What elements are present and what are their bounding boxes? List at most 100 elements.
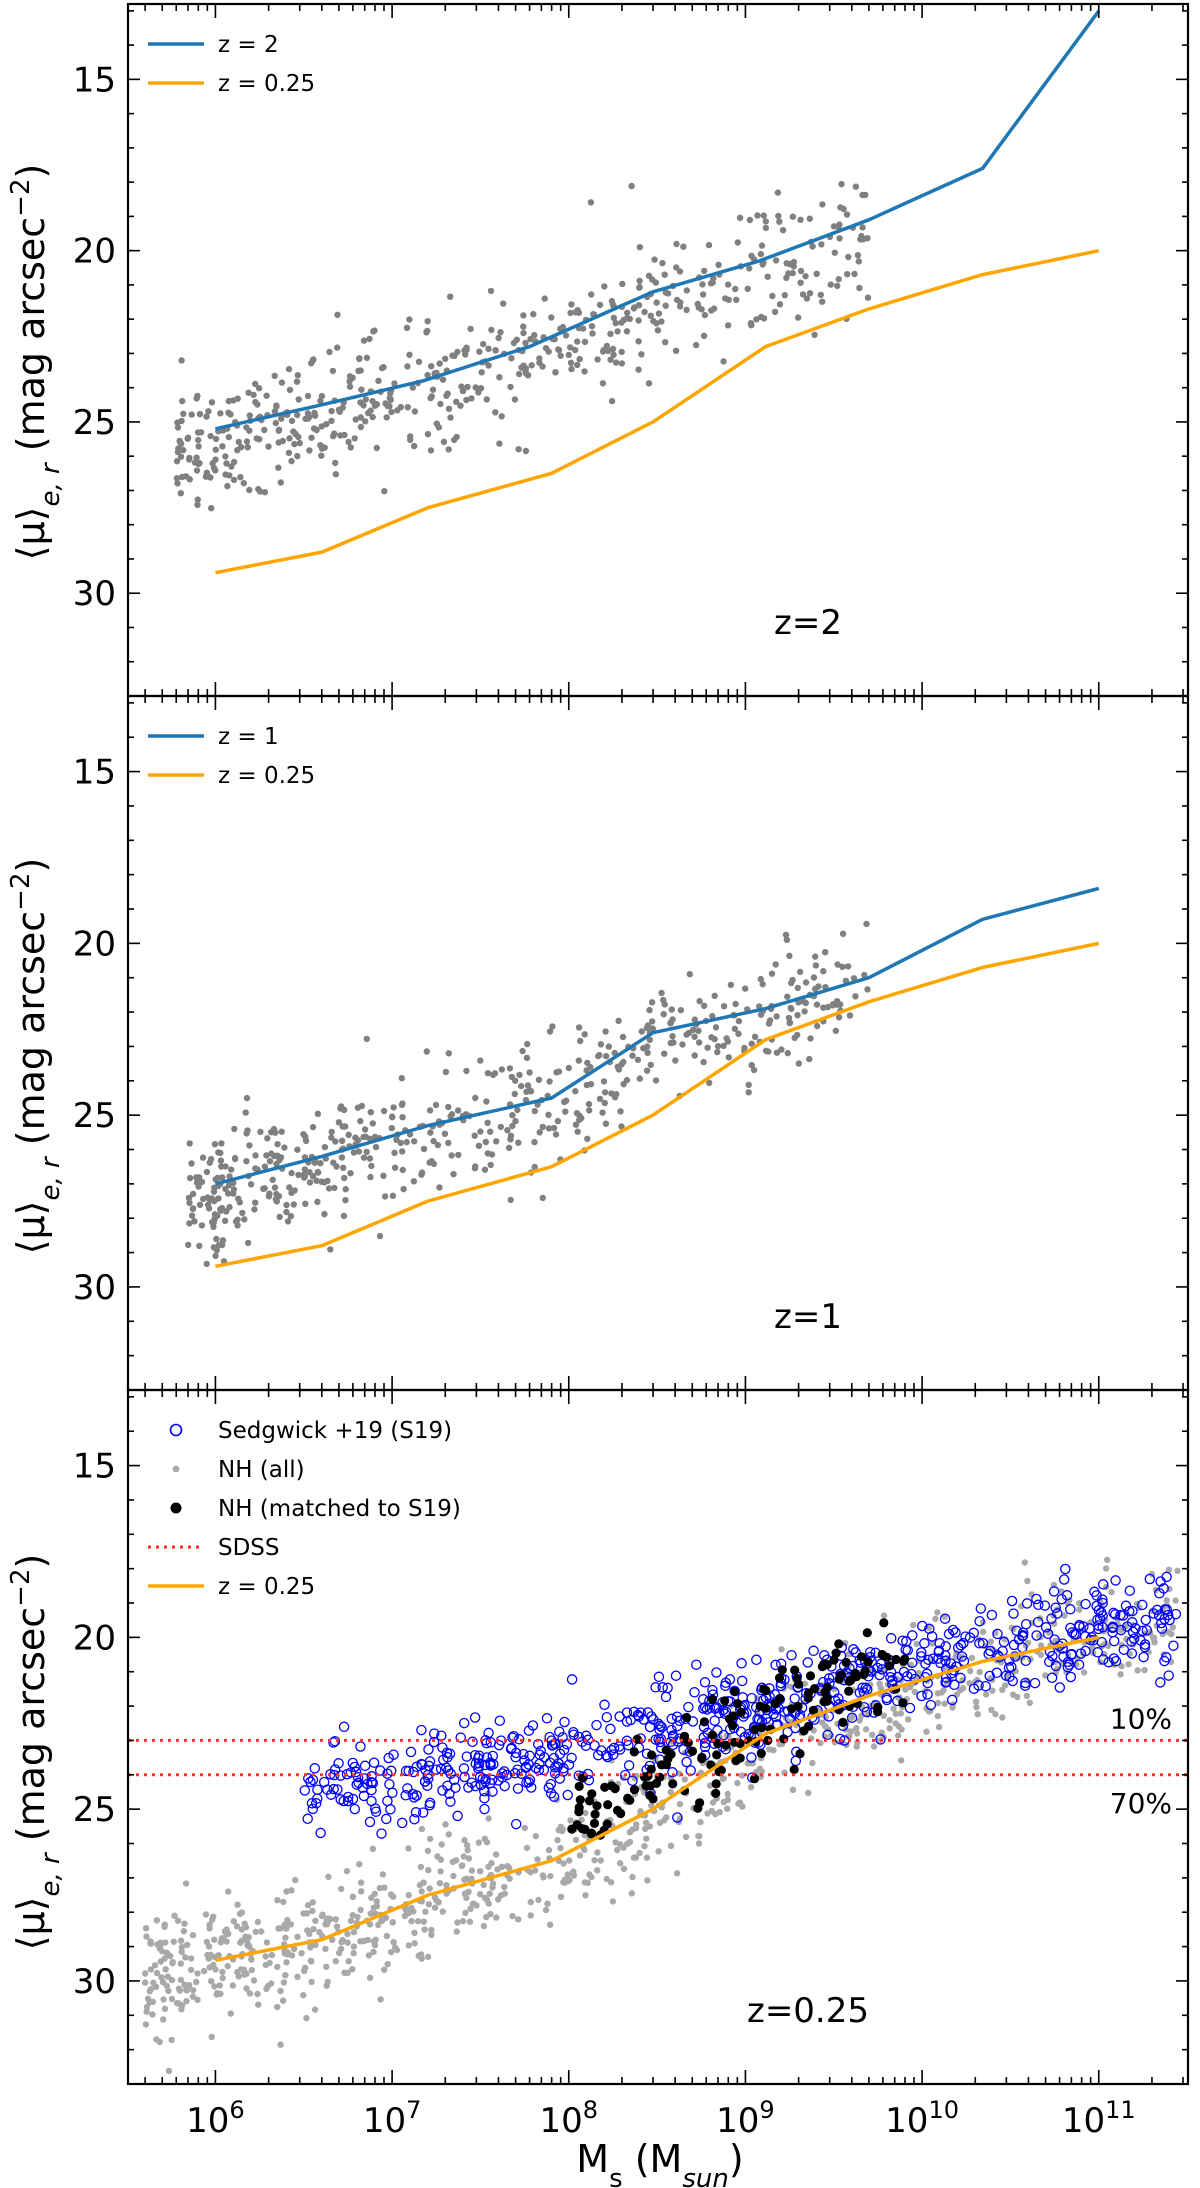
- data-point: [350, 1943, 358, 1950]
- s19-point: [968, 1627, 980, 1639]
- data-point: [527, 1912, 534, 1919]
- data-point: [696, 1833, 703, 1840]
- data-point: [205, 408, 212, 415]
- s19-point: [469, 1712, 481, 1723]
- data-point: [557, 352, 564, 359]
- data-point: [276, 1213, 283, 1221]
- data-point: [845, 253, 852, 261]
- s19-point: [922, 1689, 933, 1700]
- data-point: [437, 1856, 445, 1864]
- data-point: [218, 1140, 225, 1147]
- plot-area: [185, 886, 1100, 1269]
- data-point: [410, 1178, 418, 1185]
- data-point: [609, 1898, 617, 1905]
- data-point: [310, 356, 317, 363]
- data-point: [999, 1714, 1006, 1721]
- data-point: [391, 380, 398, 387]
- data-point: [255, 385, 263, 392]
- data-point: [757, 250, 765, 258]
- data-point: [818, 241, 825, 248]
- data-point: [306, 447, 313, 454]
- s19-point: [925, 1699, 937, 1711]
- s19-point: [1168, 1640, 1179, 1651]
- data-point: [158, 1974, 165, 1981]
- s19-point: [1061, 1590, 1073, 1601]
- data-point: [241, 1971, 248, 1978]
- s19-point: [307, 1803, 319, 1815]
- data-point: [285, 449, 293, 457]
- data-point: [195, 1183, 202, 1190]
- data-point: [445, 1103, 452, 1111]
- data-point: [505, 1864, 513, 1872]
- data-point: [212, 1966, 219, 1973]
- data-point: [680, 243, 687, 250]
- data-point: [838, 180, 845, 188]
- s19-point: [709, 1715, 720, 1726]
- data-point: [975, 1636, 983, 1643]
- data-point: [467, 325, 474, 333]
- data-point: [584, 1135, 591, 1143]
- s19-point: [678, 1744, 689, 1755]
- data-point: [812, 962, 820, 969]
- data-point: [524, 1082, 532, 1089]
- data-point: [219, 1174, 226, 1181]
- data-point: [468, 1867, 476, 1874]
- data-point: [607, 1879, 615, 1886]
- s19-point: [358, 1790, 370, 1802]
- data-point: [635, 317, 642, 324]
- data-point: [177, 453, 185, 460]
- data-point: [388, 408, 395, 416]
- data-point: [594, 1849, 601, 1856]
- data-point: [603, 1800, 613, 1810]
- data-point: [835, 1670, 846, 1680]
- data-point: [274, 1152, 281, 1159]
- data-point: [369, 1120, 376, 1127]
- s19-point: [924, 1623, 935, 1635]
- data-point: [724, 1805, 731, 1812]
- data-point: [697, 1818, 704, 1826]
- y-tick-label: 25: [73, 1096, 116, 1136]
- data-point: [439, 1908, 446, 1915]
- s19-point: [400, 1765, 412, 1777]
- data-point: [846, 1012, 854, 1019]
- s19-point: [550, 1738, 561, 1750]
- data-point: [528, 362, 535, 369]
- data-point: [279, 1997, 287, 2004]
- data-point: [539, 363, 546, 370]
- data-point: [660, 1817, 668, 1824]
- data-point: [482, 1138, 489, 1146]
- data-point: [365, 1952, 373, 1959]
- data-point: [472, 1094, 479, 1102]
- data-point: [612, 1805, 623, 1815]
- data-point: [185, 1241, 192, 1249]
- data-point: [212, 1252, 219, 1260]
- data-point: [174, 1917, 182, 1924]
- data-point: [258, 1928, 265, 1935]
- data-point: [306, 1169, 313, 1176]
- data-point: [226, 1203, 233, 1211]
- data-point: [886, 1717, 893, 1724]
- data-point: [362, 396, 369, 403]
- data-point: [788, 979, 795, 987]
- data-point: [575, 1024, 583, 1031]
- data-point: [572, 1088, 579, 1095]
- data-point: [773, 1013, 780, 1020]
- data-point: [247, 1181, 255, 1188]
- line-z-0-25: [215, 1635, 1100, 1963]
- s19-point: [1107, 1621, 1119, 1633]
- s19-point: [950, 1627, 961, 1638]
- data-point: [613, 359, 620, 366]
- data-point: [1108, 1588, 1115, 1596]
- data-point: [312, 1917, 319, 1925]
- data-point: [681, 1776, 688, 1783]
- data-point: [349, 1893, 357, 1901]
- data-point: [645, 1790, 655, 1800]
- data-point: [209, 460, 216, 467]
- data-point: [539, 1123, 546, 1131]
- data-point: [459, 1917, 467, 1925]
- data-point: [274, 2003, 281, 2011]
- data-point: [599, 380, 607, 387]
- data-point: [223, 1931, 230, 1938]
- data-point: [910, 1621, 917, 1629]
